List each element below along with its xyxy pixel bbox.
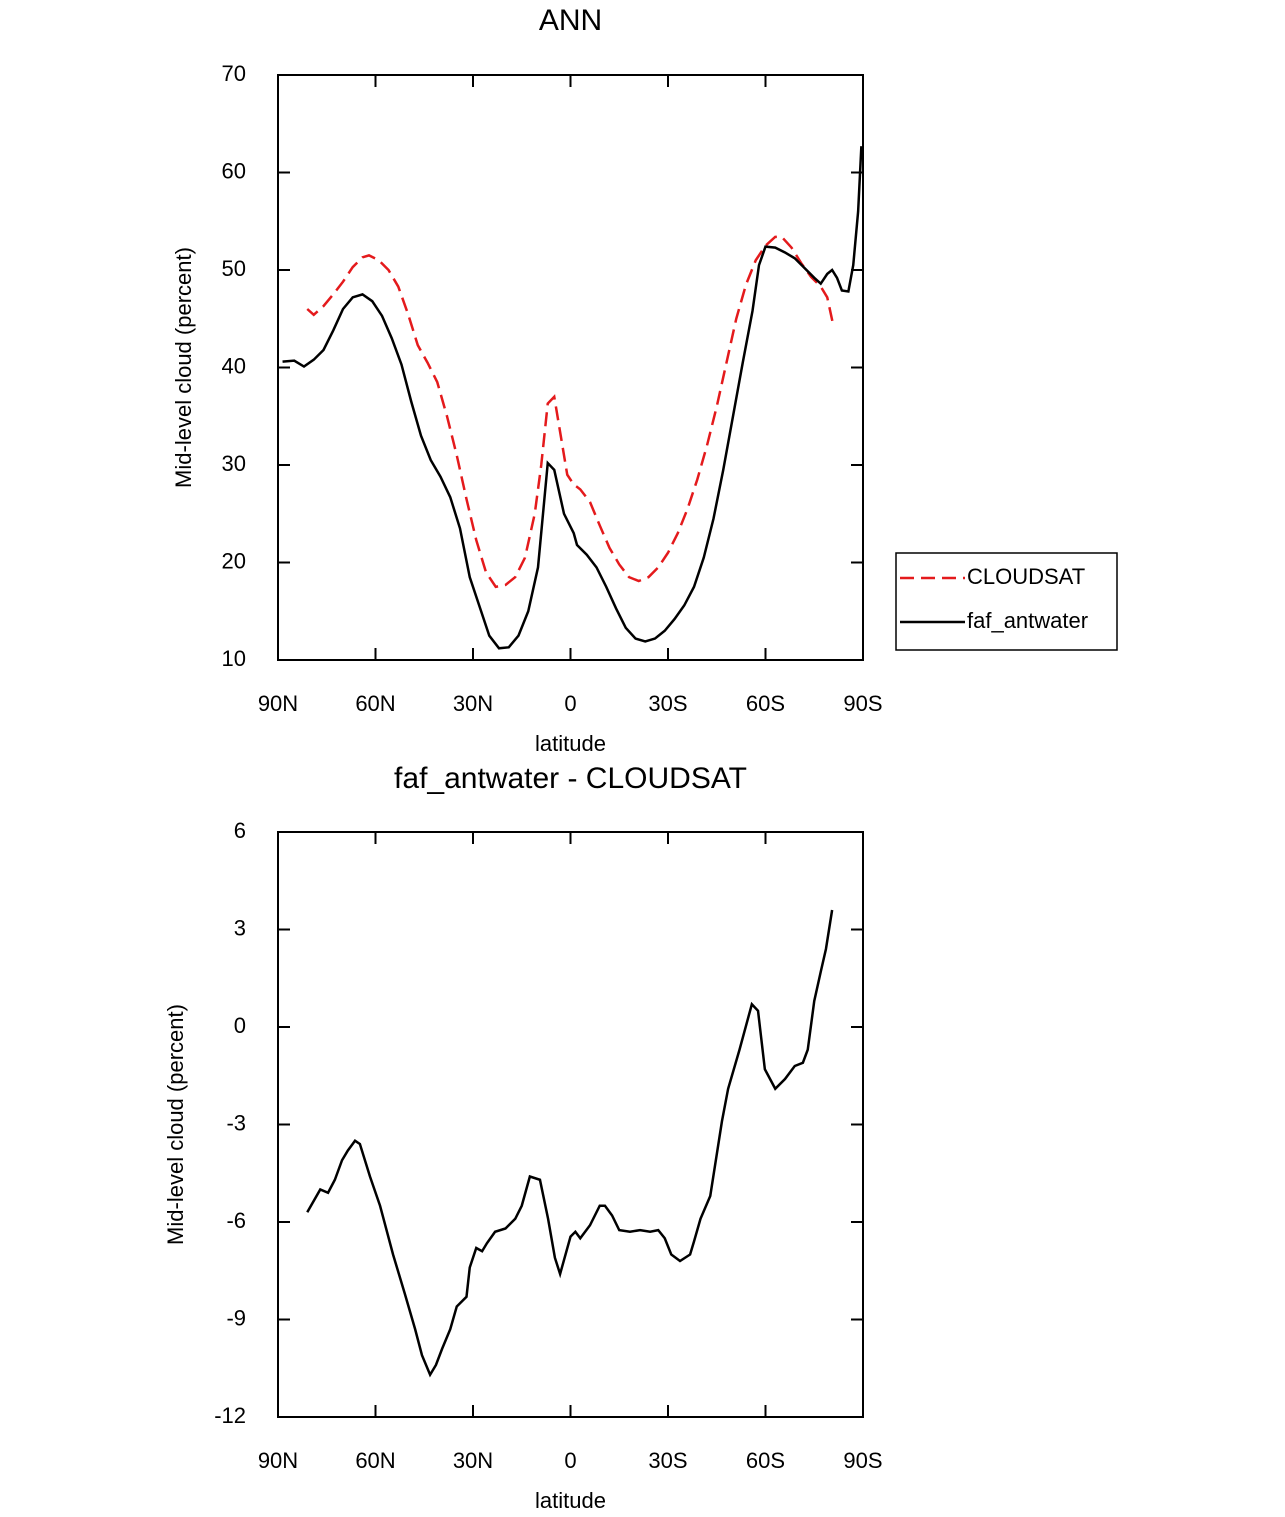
y-tick-label: -3 bbox=[226, 1110, 246, 1135]
x-tick-label: 90S bbox=[843, 1448, 882, 1473]
x-tick-label: 90N bbox=[258, 1448, 298, 1473]
y-tick-label: 6 bbox=[234, 818, 246, 843]
x-tick-label: 60N bbox=[355, 691, 395, 716]
y-tick-label: 30 bbox=[222, 451, 246, 476]
y-tick-label: 40 bbox=[222, 353, 246, 378]
x-tick-label: 30N bbox=[453, 1448, 493, 1473]
y-axis-label: Mid-level cloud (percent) bbox=[163, 1004, 188, 1245]
x-tick-label: 90S bbox=[843, 691, 882, 716]
x-axis-label: latitude bbox=[535, 1488, 606, 1513]
y-tick-label: 3 bbox=[234, 915, 246, 940]
y-tick-label: -12 bbox=[214, 1403, 246, 1428]
legend-label: faf_antwater bbox=[967, 608, 1088, 633]
plot-frame bbox=[277, 74, 864, 661]
data-line bbox=[306, 235, 835, 589]
x-tick-label: 0 bbox=[564, 1448, 576, 1473]
legend-label: CLOUDSAT bbox=[967, 564, 1085, 589]
x-tick-label: 30N bbox=[453, 691, 493, 716]
x-tick-label: 60S bbox=[746, 1448, 785, 1473]
y-tick-label: 70 bbox=[222, 61, 246, 86]
data-line bbox=[306, 909, 834, 1378]
x-tick-label: 60S bbox=[746, 691, 785, 716]
plot-frame bbox=[277, 831, 864, 1418]
x-tick-label: 0 bbox=[564, 691, 576, 716]
chart-title: faf_antwater - CLOUDSAT bbox=[394, 762, 747, 795]
y-axis-label: Mid-level cloud (percent) bbox=[171, 247, 196, 488]
y-tick-label: 50 bbox=[222, 256, 246, 281]
legend-box bbox=[895, 552, 1118, 651]
y-tick-label: -9 bbox=[226, 1305, 246, 1330]
x-tick-label: 30S bbox=[648, 1448, 687, 1473]
data-line bbox=[282, 146, 863, 650]
x-axis-label: latitude bbox=[535, 731, 606, 756]
y-tick-label: 20 bbox=[222, 548, 246, 573]
y-tick-label: 0 bbox=[234, 1013, 246, 1038]
y-tick-label: 10 bbox=[222, 646, 246, 671]
y-tick-label: 60 bbox=[222, 158, 246, 183]
y-tick-label: -6 bbox=[226, 1208, 246, 1233]
x-tick-label: 60N bbox=[355, 1448, 395, 1473]
x-tick-label: 90N bbox=[258, 691, 298, 716]
chart-title: ANN bbox=[539, 4, 602, 37]
x-tick-label: 30S bbox=[648, 691, 687, 716]
